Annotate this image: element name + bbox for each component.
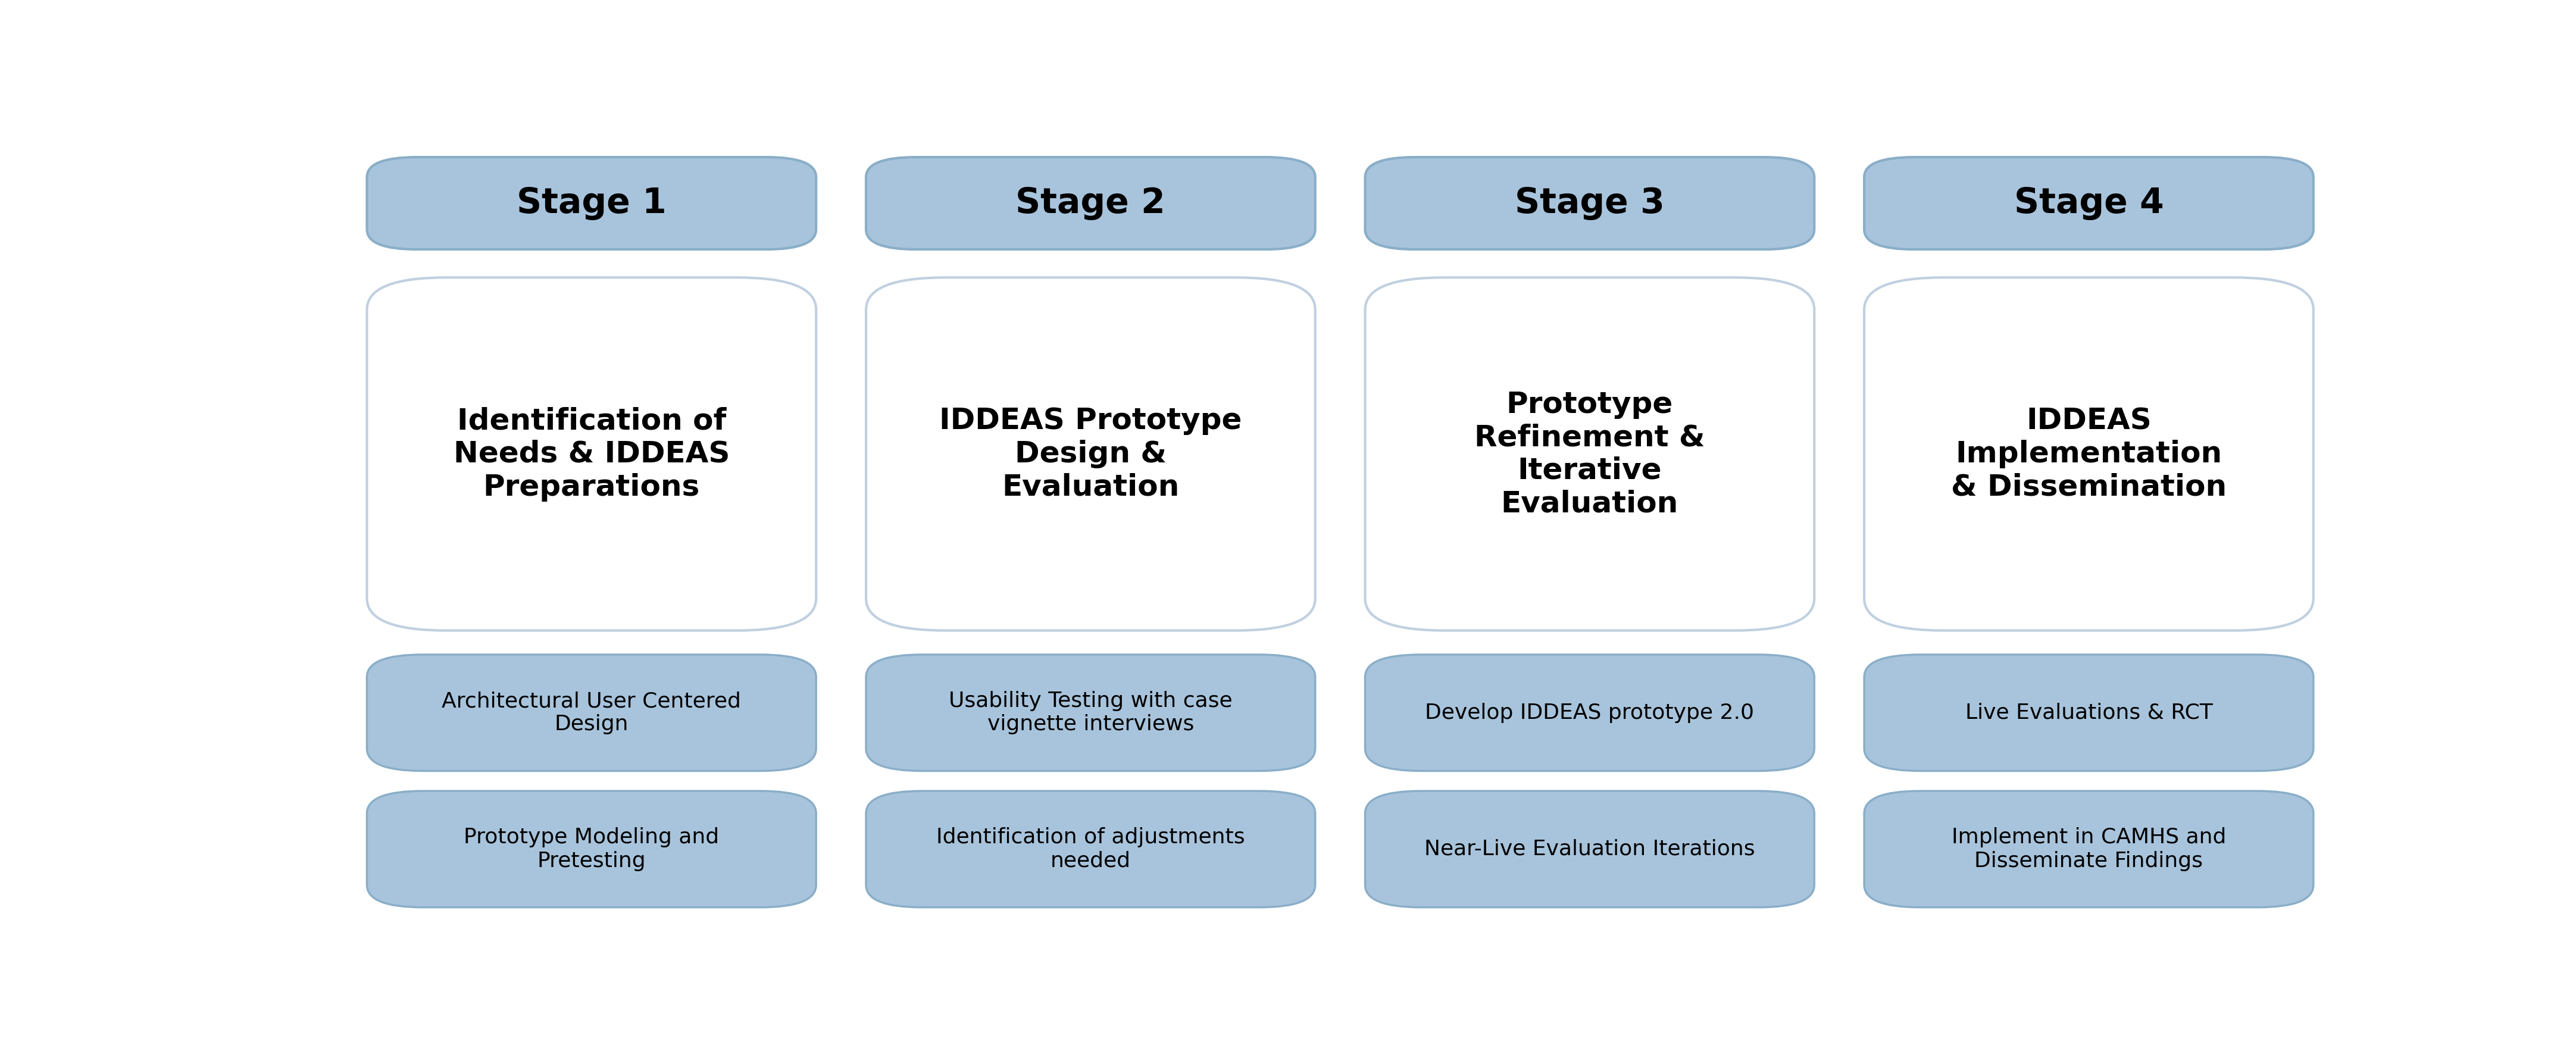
FancyBboxPatch shape	[866, 157, 1316, 249]
FancyBboxPatch shape	[1865, 157, 2313, 249]
FancyBboxPatch shape	[1865, 791, 2313, 908]
FancyBboxPatch shape	[1365, 791, 1814, 908]
FancyBboxPatch shape	[366, 157, 817, 249]
FancyBboxPatch shape	[1365, 654, 1814, 771]
Text: Live Evaluations & RCT: Live Evaluations & RCT	[1965, 702, 2213, 723]
FancyBboxPatch shape	[366, 791, 817, 908]
Text: Stage 4: Stage 4	[2014, 187, 2164, 220]
FancyBboxPatch shape	[1865, 277, 2313, 630]
Text: Prototype Modeling and
Pretesting: Prototype Modeling and Pretesting	[464, 827, 719, 871]
Text: Develop IDDEAS prototype 2.0: Develop IDDEAS prototype 2.0	[1425, 702, 1754, 723]
FancyBboxPatch shape	[366, 654, 817, 771]
FancyBboxPatch shape	[1365, 157, 1814, 249]
Text: IDDEAS
Implementation
& Dissemination: IDDEAS Implementation & Dissemination	[1950, 406, 2226, 501]
FancyBboxPatch shape	[1365, 277, 1814, 630]
FancyBboxPatch shape	[366, 277, 817, 630]
Text: IDDEAS Prototype
Design &
Evaluation: IDDEAS Prototype Design & Evaluation	[940, 406, 1242, 501]
Text: Near-Live Evaluation Iterations: Near-Live Evaluation Iterations	[1425, 839, 1754, 860]
Text: Identification of
Needs & IDDEAS
Preparations: Identification of Needs & IDDEAS Prepara…	[453, 406, 729, 501]
Text: Identification of adjustments
needed: Identification of adjustments needed	[935, 827, 1244, 871]
FancyBboxPatch shape	[1865, 654, 2313, 771]
FancyBboxPatch shape	[866, 277, 1316, 630]
Text: Architectural User Centered
Design: Architectural User Centered Design	[443, 691, 742, 735]
Text: Stage 2: Stage 2	[1015, 187, 1164, 220]
FancyBboxPatch shape	[866, 654, 1316, 771]
Text: Stage 3: Stage 3	[1515, 187, 1664, 220]
Text: Prototype
Refinement &
Iterative
Evaluation: Prototype Refinement & Iterative Evaluat…	[1473, 390, 1705, 518]
Text: Stage 1: Stage 1	[518, 187, 667, 220]
Text: Usability Testing with case
vignette interviews: Usability Testing with case vignette int…	[948, 691, 1231, 735]
Text: Implement in CAMHS and
Disseminate Findings: Implement in CAMHS and Disseminate Findi…	[1953, 827, 2226, 871]
FancyBboxPatch shape	[866, 791, 1316, 908]
